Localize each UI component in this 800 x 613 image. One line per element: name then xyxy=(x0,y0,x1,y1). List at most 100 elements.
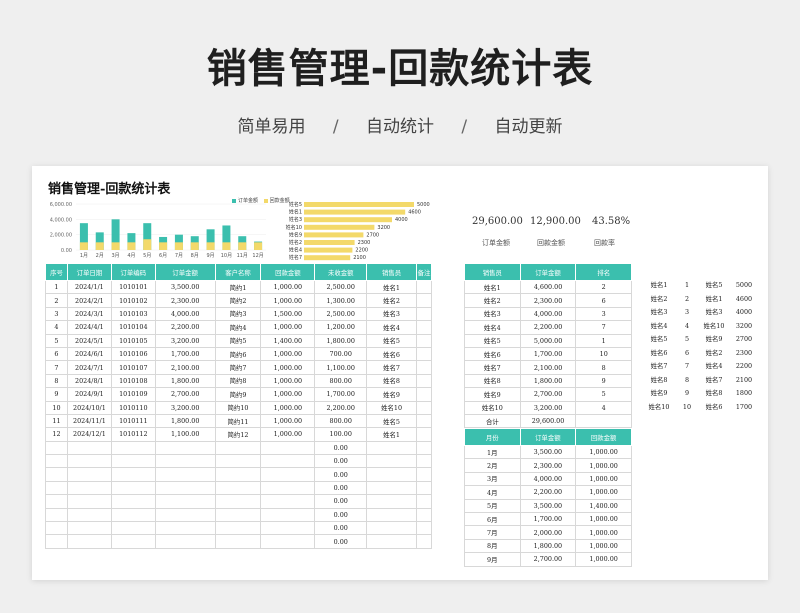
orders-cell[interactable] xyxy=(45,467,68,482)
monthly-cell[interactable]: 8月 xyxy=(464,538,521,554)
sales-cell[interactable]: 姓名8 xyxy=(464,373,521,389)
orders-cell[interactable]: 2,500.00 xyxy=(314,306,368,322)
orders-cell[interactable] xyxy=(214,440,262,456)
orders-cell[interactable] xyxy=(214,521,262,536)
monthly-cell[interactable]: 1,000.00 xyxy=(575,538,632,554)
orders-cell[interactable]: 简约1 xyxy=(214,279,262,295)
orders-cell[interactable]: 1,400.00 xyxy=(260,333,316,348)
orders-cell[interactable]: 100.00 xyxy=(314,427,368,442)
orders-cell[interactable]: 1010105 xyxy=(110,333,156,348)
orders-cell[interactable] xyxy=(366,440,417,456)
orders-cell[interactable]: 1,000.00 xyxy=(260,387,316,402)
orders-cell[interactable]: 0.00 xyxy=(314,454,368,469)
orders-cell[interactable]: 12 xyxy=(45,427,68,442)
sales-cell[interactable]: 4 xyxy=(575,400,632,415)
orders-cell[interactable] xyxy=(260,467,316,482)
sales-cell[interactable]: 姓名1 xyxy=(464,279,521,295)
orders-cell[interactable]: 简约3 xyxy=(214,306,262,322)
orders-cell[interactable] xyxy=(415,440,433,456)
orders-cell[interactable]: 1,800.00 xyxy=(154,413,216,429)
orders-cell[interactable] xyxy=(415,400,433,415)
orders-cell[interactable]: 700.00 xyxy=(314,346,368,362)
orders-cell[interactable]: 1,700.00 xyxy=(154,346,216,362)
orders-cell[interactable] xyxy=(366,454,417,469)
monthly-cell[interactable]: 7月 xyxy=(464,525,521,540)
sales-cell[interactable]: 10 xyxy=(575,346,632,362)
orders-cell[interactable] xyxy=(260,494,316,509)
sales-cell[interactable]: 2,100.00 xyxy=(519,360,577,375)
monthly-cell[interactable]: 4,000.00 xyxy=(519,471,577,487)
sales-cell[interactable]: 5,000.00 xyxy=(519,333,577,348)
orders-cell[interactable] xyxy=(415,387,433,402)
orders-cell[interactable] xyxy=(366,507,417,523)
orders-cell[interactable]: 2024/9/1 xyxy=(66,387,112,402)
orders-cell[interactable] xyxy=(214,507,262,523)
orders-cell[interactable]: 2024/5/1 xyxy=(66,333,112,348)
orders-cell[interactable] xyxy=(260,480,316,496)
orders-cell[interactable] xyxy=(154,480,216,496)
orders-cell[interactable] xyxy=(66,494,112,509)
orders-header-cell[interactable]: 回款金额 xyxy=(260,263,316,281)
orders-cell[interactable]: 3,500.00 xyxy=(154,279,216,295)
sales-cell[interactable]: 2,200.00 xyxy=(519,320,577,335)
orders-cell[interactable] xyxy=(260,440,316,456)
orders-cell[interactable] xyxy=(66,454,112,469)
orders-cell[interactable] xyxy=(66,480,112,496)
orders-cell[interactable] xyxy=(415,521,433,536)
orders-cell[interactable]: 2024/2/1 xyxy=(66,293,112,308)
sales-cell[interactable]: 9 xyxy=(575,373,632,389)
orders-cell[interactable]: 1 xyxy=(45,279,68,295)
orders-cell[interactable] xyxy=(66,521,112,536)
orders-cell[interactable] xyxy=(66,534,112,549)
orders-cell[interactable]: 1010109 xyxy=(110,387,156,402)
orders-cell[interactable] xyxy=(45,521,68,536)
orders-cell[interactable]: 1010104 xyxy=(110,320,156,335)
monthly-cell[interactable]: 2,300.00 xyxy=(519,458,577,473)
orders-cell[interactable]: 1,300.00 xyxy=(314,293,368,308)
orders-cell[interactable]: 2024/11/1 xyxy=(66,413,112,429)
orders-cell[interactable] xyxy=(66,440,112,456)
sales-cell[interactable]: 姓名5 xyxy=(464,333,521,348)
orders-cell[interactable]: 姓名6 xyxy=(366,346,417,362)
monthly-cell[interactable]: 1月 xyxy=(464,444,521,460)
orders-cell[interactable] xyxy=(260,507,316,523)
orders-cell[interactable]: 1,000.00 xyxy=(260,413,316,429)
orders-cell[interactable] xyxy=(66,507,112,523)
orders-cell[interactable]: 1,000.00 xyxy=(260,320,316,335)
monthly-cell[interactable]: 2,700.00 xyxy=(519,552,577,567)
sales-cell[interactable]: 1,800.00 xyxy=(519,373,577,389)
sales-cell[interactable]: 4,600.00 xyxy=(519,279,577,295)
sales-cell[interactable]: 姓名3 xyxy=(464,306,521,322)
orders-cell[interactable] xyxy=(154,440,216,456)
sales-cell[interactable]: 5 xyxy=(575,387,632,402)
orders-cell[interactable]: 姓名2 xyxy=(366,293,417,308)
monthly-cell[interactable]: 2,200.00 xyxy=(519,485,577,500)
orders-cell[interactable] xyxy=(415,373,433,389)
orders-cell[interactable]: 1,000.00 xyxy=(260,293,316,308)
sales-cell[interactable]: 姓名6 xyxy=(464,346,521,362)
orders-cell[interactable] xyxy=(110,454,156,469)
orders-cell[interactable] xyxy=(66,467,112,482)
orders-cell[interactable]: 1,000.00 xyxy=(260,360,316,375)
orders-cell[interactable]: 5 xyxy=(45,333,68,348)
orders-cell[interactable]: 简约9 xyxy=(214,387,262,402)
orders-cell[interactable]: 姓名5 xyxy=(366,413,417,429)
monthly-cell[interactable]: 2,000.00 xyxy=(519,525,577,540)
orders-cell[interactable]: 1,000.00 xyxy=(260,279,316,295)
monthly-cell[interactable]: 6月 xyxy=(464,511,521,527)
orders-cell[interactable] xyxy=(415,333,433,348)
orders-cell[interactable]: 0.00 xyxy=(314,521,368,536)
monthly-cell[interactable]: 1,000.00 xyxy=(575,485,632,500)
orders-cell[interactable] xyxy=(214,454,262,469)
orders-cell[interactable] xyxy=(214,467,262,482)
orders-cell[interactable]: 7 xyxy=(45,360,68,375)
orders-cell[interactable]: 1010110 xyxy=(110,400,156,415)
orders-cell[interactable] xyxy=(45,534,68,549)
orders-cell[interactable] xyxy=(154,534,216,549)
orders-cell[interactable]: 姓名7 xyxy=(366,360,417,375)
sales-cell[interactable]: 8 xyxy=(575,360,632,375)
sales-cell[interactable]: 4,000.00 xyxy=(519,306,577,322)
orders-cell[interactable] xyxy=(110,440,156,456)
orders-cell[interactable]: 0.00 xyxy=(314,480,368,496)
orders-cell[interactable]: 1010106 xyxy=(110,346,156,362)
